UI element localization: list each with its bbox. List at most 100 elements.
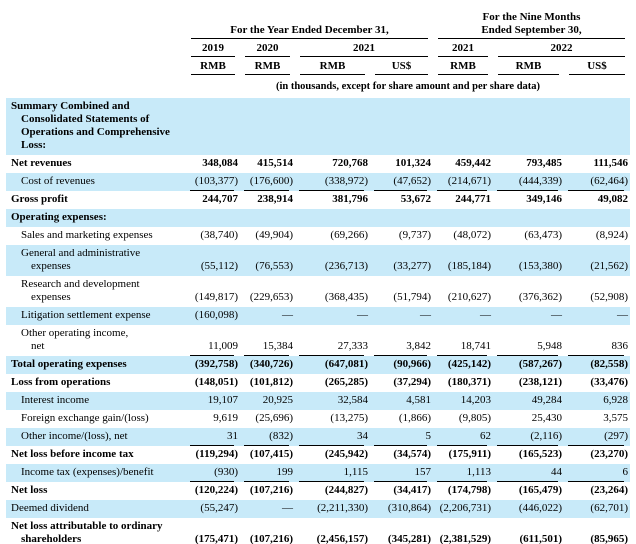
value-cell: (165,523) bbox=[518, 448, 562, 460]
value-cell: (238,121) bbox=[518, 376, 562, 388]
value-cell: (1,866) bbox=[398, 412, 431, 424]
value-cell: (340,726) bbox=[249, 358, 293, 370]
value-cell: 32,584 bbox=[337, 394, 368, 406]
header-group-row: For the Year Ended December 31, For the … bbox=[6, 6, 630, 39]
value-cell: (297) bbox=[564, 428, 630, 446]
value-cell: (244,827) bbox=[324, 484, 368, 496]
value-cell bbox=[370, 98, 433, 155]
value-cell bbox=[493, 98, 564, 155]
row-label: Other income/(loss), net bbox=[21, 430, 128, 442]
value-cell: (236,713) bbox=[324, 260, 368, 272]
value-cell bbox=[433, 209, 493, 227]
value-cell: (229,653) bbox=[249, 291, 293, 303]
value-cell: (245,942) bbox=[324, 448, 368, 460]
header-spacer bbox=[6, 39, 186, 57]
value-cell: 244,771 bbox=[455, 193, 491, 205]
value-cell: (55,112) bbox=[200, 260, 238, 272]
header-spacer bbox=[6, 57, 186, 75]
table-row: Operating expenses: bbox=[6, 209, 630, 227]
value-cell: (338,972) bbox=[295, 173, 370, 191]
value-cell: (119,294) bbox=[195, 448, 238, 460]
value-cell: 199 bbox=[240, 464, 295, 482]
value-cell: (38,740) bbox=[200, 229, 238, 241]
value-cell: (120,224) bbox=[194, 484, 238, 496]
value-cell: (175,471) bbox=[186, 518, 240, 544]
value-cell: (103,377) bbox=[186, 173, 240, 191]
value-cell: (647,081) bbox=[324, 358, 368, 370]
table-row: Foreign exchange gain/(loss) 9,619 (25,6… bbox=[6, 410, 630, 428]
row-label: Income tax (expenses)/benefit bbox=[21, 466, 154, 478]
value-cell: (2,116) bbox=[493, 428, 564, 446]
value-cell: — bbox=[480, 309, 491, 321]
header-currency-row: RMB RMB RMB US$ RMB RMB US$ bbox=[6, 57, 630, 75]
row-label: Net loss attributable to ordinary shareh… bbox=[11, 520, 163, 544]
value-cell: (265,285) bbox=[324, 376, 368, 388]
currency-header: RMB bbox=[493, 57, 564, 75]
value-cell: (21,562) bbox=[590, 260, 628, 272]
value-cell bbox=[564, 209, 630, 227]
value-cell: (13,275) bbox=[330, 412, 368, 424]
value-cell: 720,768 bbox=[332, 157, 368, 169]
table-row: Other income/(loss), net 31 (832) 34 5 6… bbox=[6, 428, 630, 446]
table-header: For the Year Ended December 31, For the … bbox=[6, 6, 630, 98]
value-cell: 34 bbox=[295, 428, 370, 446]
value-cell: (930) bbox=[186, 464, 240, 482]
value-cell: (376,362) bbox=[518, 291, 562, 303]
value-cell: 19,107 bbox=[207, 394, 238, 406]
year-header: 2022 bbox=[493, 39, 630, 57]
value-cell: (165,479) bbox=[518, 484, 562, 496]
table-row: Summary Combined and Consolidated Statem… bbox=[6, 98, 630, 155]
value-cell: (611,501) bbox=[493, 518, 564, 544]
row-label: Gross profit bbox=[11, 193, 68, 205]
value-cell: (51,794) bbox=[393, 291, 431, 303]
value-cell: (107,415) bbox=[249, 448, 293, 460]
table-row: Gross profit 244,707 238,914 381,796 53,… bbox=[6, 191, 630, 209]
value-cell bbox=[186, 98, 240, 155]
value-cell: 793,485 bbox=[526, 157, 562, 169]
value-cell bbox=[370, 209, 433, 227]
value-cell: — bbox=[420, 309, 431, 321]
row-label: Other operating income, net bbox=[21, 327, 129, 352]
table-row: Research and development expenses (149,8… bbox=[6, 276, 630, 307]
value-cell: 459,442 bbox=[455, 157, 491, 169]
value-cell: (101,812) bbox=[249, 376, 293, 388]
value-cell: 415,514 bbox=[257, 157, 293, 169]
value-cell: (69,266) bbox=[330, 229, 368, 241]
value-cell: 44 bbox=[493, 464, 564, 482]
year-header: 2020 bbox=[240, 39, 295, 57]
table-row: Net loss attributable to ordinary shareh… bbox=[6, 518, 630, 544]
value-cell: (425,142) bbox=[447, 358, 491, 370]
value-cell: (25,696) bbox=[255, 412, 293, 424]
table-row: Loss from operations (148,051) (101,812)… bbox=[6, 374, 630, 392]
value-cell: (368,435) bbox=[324, 291, 368, 303]
value-cell: 14,203 bbox=[460, 394, 491, 406]
value-cell bbox=[240, 209, 295, 227]
value-cell: 62 bbox=[433, 428, 493, 446]
value-cell: (2,456,157) bbox=[295, 518, 370, 544]
currency-header: RMB bbox=[240, 57, 295, 75]
value-cell: — bbox=[282, 309, 293, 321]
value-cell: (392,758) bbox=[194, 358, 238, 370]
row-label: Research and development expenses bbox=[21, 278, 140, 303]
value-cell bbox=[240, 98, 295, 155]
year-ended-dec31-group-header: For the Year Ended December 31, bbox=[186, 6, 433, 39]
value-cell: (47,652) bbox=[370, 173, 433, 191]
value-cell: (37,294) bbox=[393, 376, 431, 388]
value-cell: (52,908) bbox=[590, 291, 628, 303]
value-cell: 3,575 bbox=[603, 412, 628, 424]
value-cell bbox=[433, 98, 493, 155]
table-row: Cost of revenues (103,377) (176,600) (33… bbox=[6, 173, 630, 191]
value-cell: (34,574) bbox=[393, 448, 431, 460]
value-cell bbox=[295, 209, 370, 227]
year-header: 2019 bbox=[186, 39, 240, 57]
value-cell: (345,281) bbox=[370, 518, 433, 544]
value-cell: 1,115 bbox=[295, 464, 370, 482]
value-cell: — bbox=[357, 309, 368, 321]
value-cell: 53,672 bbox=[400, 193, 431, 205]
year-header: 2021 bbox=[433, 39, 493, 57]
value-cell: 348,084 bbox=[202, 157, 238, 169]
value-cell: 49,284 bbox=[531, 394, 562, 406]
value-cell: (63,473) bbox=[524, 229, 562, 241]
value-cell: 101,324 bbox=[395, 157, 431, 169]
value-cell: 6,928 bbox=[603, 394, 628, 406]
